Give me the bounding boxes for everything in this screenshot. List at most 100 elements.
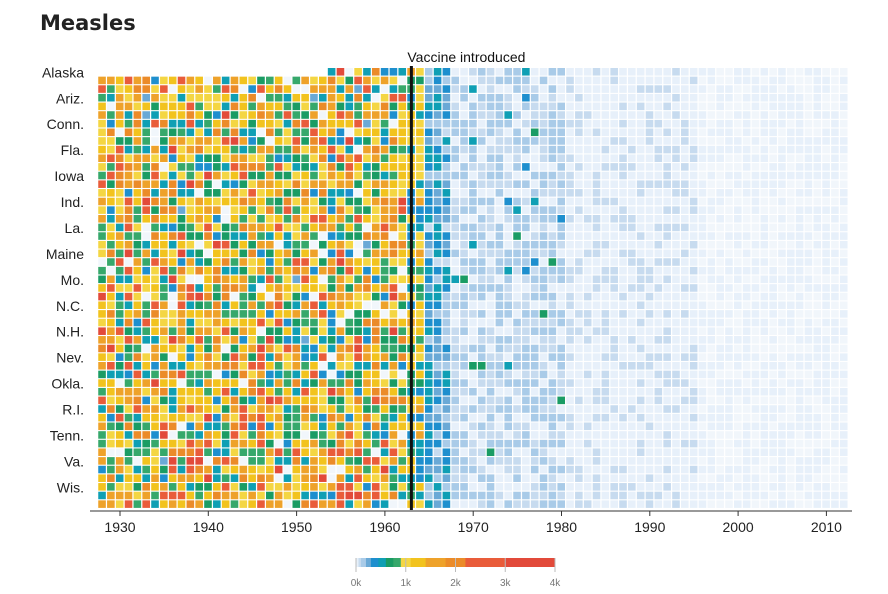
heatmap-cell <box>725 76 733 85</box>
heatmap-cell <box>636 439 645 448</box>
heatmap-cell <box>681 405 689 413</box>
heatmap-cell <box>230 215 239 223</box>
heatmap-cell <box>725 163 733 171</box>
heatmap-cell <box>433 292 442 301</box>
heatmap-cell <box>424 483 433 491</box>
heatmap-cell <box>734 284 742 292</box>
heatmap-cell <box>477 232 486 240</box>
heatmap-cell <box>539 327 548 335</box>
heatmap-cell <box>786 344 795 353</box>
heatmap-cell <box>460 387 468 396</box>
heatmap-cell <box>266 483 274 491</box>
heatmap-cell <box>486 249 495 258</box>
heatmap-cell <box>363 171 371 180</box>
heatmap-cell <box>672 180 680 188</box>
heatmap-cell <box>124 275 133 284</box>
heatmap-cell <box>681 448 689 457</box>
heatmap-cell <box>318 439 327 448</box>
heatmap-cell <box>654 405 663 413</box>
heatmap-cell <box>822 439 830 448</box>
heatmap-cell <box>725 180 733 188</box>
heatmap-cell <box>363 448 371 457</box>
heatmap-cell <box>654 76 663 85</box>
heatmap-cell <box>230 465 239 474</box>
heatmap-cell <box>672 119 680 128</box>
heatmap-cell <box>795 102 804 111</box>
heatmap-cell <box>698 111 707 119</box>
heatmap-cell <box>477 171 486 180</box>
heatmap-cell <box>186 284 195 292</box>
heatmap-cell <box>327 102 336 111</box>
heatmap-cell <box>133 491 142 500</box>
heatmap-cell <box>371 336 380 344</box>
heatmap-cell <box>813 439 822 448</box>
heatmap-cell <box>716 145 724 154</box>
heatmap-cell <box>398 128 407 137</box>
heatmap-cell <box>725 215 733 223</box>
heatmap-cell <box>195 284 203 292</box>
heatmap-cell <box>151 171 159 180</box>
heatmap-cell <box>628 249 636 258</box>
heatmap-cell <box>557 68 565 76</box>
heatmap-cell <box>583 379 592 387</box>
heatmap-cell <box>460 310 468 318</box>
heatmap-cell <box>354 163 362 171</box>
heatmap-cell <box>592 76 601 85</box>
heatmap-cell <box>186 483 195 491</box>
heatmap-cell <box>336 232 345 240</box>
heatmap-cell <box>230 85 239 93</box>
heatmap-cell <box>645 457 654 465</box>
heatmap-cell <box>460 413 468 422</box>
heatmap-cell <box>124 457 133 465</box>
heatmap-cell <box>354 189 362 197</box>
heatmap-cell <box>363 137 371 145</box>
heatmap-cell <box>663 439 671 448</box>
heatmap-cell <box>336 422 345 431</box>
heatmap-cell <box>522 232 530 240</box>
heatmap-cell <box>804 387 813 396</box>
heatmap-cell <box>186 362 195 370</box>
heatmap-cell <box>257 327 265 335</box>
heatmap-cell <box>504 180 513 188</box>
heatmap-cell <box>274 154 283 163</box>
heatmap-cell <box>513 215 521 223</box>
heatmap-cell <box>601 68 610 76</box>
heatmap-cell <box>636 379 645 387</box>
heatmap-cell <box>742 249 751 258</box>
heatmap-cell <box>575 180 583 188</box>
heatmap-cell <box>689 275 698 284</box>
heatmap-cell <box>636 336 645 344</box>
heatmap-cell <box>318 457 327 465</box>
heatmap-cell <box>460 119 468 128</box>
heatmap-cell <box>204 491 212 500</box>
heatmap-cell <box>557 413 565 422</box>
heatmap-cell <box>274 422 283 431</box>
heatmap-cell <box>424 448 433 457</box>
heatmap-cell <box>822 111 830 119</box>
heatmap-cell <box>628 215 636 223</box>
heatmap-cell <box>654 275 663 284</box>
heatmap-cell <box>98 422 106 431</box>
heatmap-cell <box>274 500 283 508</box>
heatmap-cell <box>469 318 477 327</box>
heatmap-cell <box>601 223 610 232</box>
heatmap-cell <box>619 387 627 396</box>
heatmap-cell <box>486 180 495 188</box>
heatmap-cell <box>804 223 813 232</box>
heatmap-cell <box>566 379 574 387</box>
heatmap-cell <box>645 474 654 482</box>
heatmap-cell <box>327 422 336 431</box>
heatmap-cell <box>804 318 813 327</box>
heatmap-cell <box>380 128 389 137</box>
heatmap-cell <box>380 258 389 266</box>
heatmap-cell <box>795 448 804 457</box>
heatmap-cell <box>575 206 583 214</box>
heatmap-cell <box>504 422 513 431</box>
heatmap-cell <box>486 93 495 102</box>
heatmap-cell <box>769 232 777 240</box>
heatmap-cell <box>831 422 839 431</box>
heatmap-cell <box>168 405 177 413</box>
heatmap-cell <box>822 310 830 318</box>
heatmap-cell <box>689 180 698 188</box>
heatmap-cell <box>663 240 671 249</box>
